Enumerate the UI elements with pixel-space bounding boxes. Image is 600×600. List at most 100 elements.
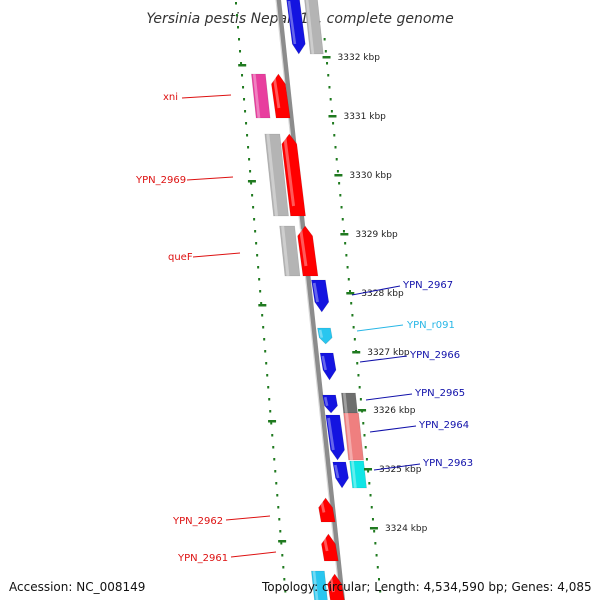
gene-label[interactable]: YPN_2967 — [402, 280, 453, 291]
inner-tick — [247, 146, 250, 149]
inner-tick — [278, 518, 281, 521]
outer-tick — [346, 266, 349, 269]
gene-label[interactable]: YPN_2969 — [135, 175, 186, 186]
gene-block-shine — [322, 536, 329, 552]
inner-tick — [236, 14, 239, 17]
leader-line — [186, 176, 234, 181]
inner-tick — [267, 386, 270, 389]
gene-block — [317, 327, 333, 345]
inner-tick — [256, 254, 259, 257]
gene-label[interactable]: YPN_2963 — [422, 458, 473, 469]
inner-tick — [240, 62, 243, 65]
inner-tick — [257, 266, 260, 269]
outer-tick — [374, 542, 377, 545]
gene-label[interactable]: xni — [163, 92, 178, 103]
leader-line — [351, 285, 401, 296]
gene-block — [311, 570, 328, 600]
outer-tick — [323, 38, 326, 41]
leader-line — [192, 252, 241, 258]
leader-line — [230, 551, 277, 558]
inner-major-tick — [238, 64, 247, 67]
outer-tick — [363, 434, 366, 437]
kbp-label: 3328 kbp — [361, 289, 404, 299]
gene-block — [325, 414, 345, 461]
outer-tick — [368, 482, 371, 485]
gene-label[interactable]: YPN_2961 — [177, 553, 228, 564]
gene-label[interactable]: queF — [168, 252, 193, 263]
inner-tick — [251, 194, 254, 197]
outer-tick — [362, 422, 365, 425]
kbp-major-tick — [340, 233, 349, 236]
outer-tick — [353, 338, 356, 341]
outer-tick — [356, 362, 359, 365]
outer-tick — [324, 50, 327, 53]
inner-tick — [271, 434, 274, 437]
outer-tick — [341, 218, 344, 221]
inner-tick — [253, 218, 256, 221]
outer-tick — [344, 242, 347, 245]
inner-major-tick — [258, 304, 267, 307]
outer-tick — [369, 494, 372, 497]
inner-major-tick — [268, 420, 277, 423]
inner-tick — [239, 50, 242, 53]
gene-block — [311, 279, 330, 313]
inner-tick — [264, 350, 267, 353]
gene-block-shine — [342, 392, 348, 414]
gene-label[interactable]: YPN_2965 — [414, 388, 465, 399]
outer-tick — [351, 314, 354, 317]
inner-tick — [275, 482, 278, 485]
inner-tick — [280, 542, 283, 545]
outer-tick — [365, 458, 368, 461]
outer-tick — [348, 290, 351, 293]
inner-tick — [238, 38, 241, 41]
gene-label[interactable]: YPN_2964 — [418, 420, 469, 431]
kbp-label: 3330 kbp — [349, 171, 392, 181]
outer-tick — [347, 278, 350, 281]
gene-block-shine — [334, 464, 340, 479]
gene-block-shine — [281, 225, 290, 277]
kbp-scale: 3332 kbp 3331 kbp 3330 kbp 3329 kbp 3328 kbp… — [322, 53, 428, 534]
kbp-label: 3332 kbp — [338, 53, 381, 63]
gene-block — [318, 497, 336, 523]
kbp-major-tick — [369, 527, 378, 530]
gene-block-shine — [321, 355, 327, 371]
gene-block — [343, 412, 364, 461]
gene-block — [271, 73, 291, 119]
inner-tick — [281, 554, 284, 557]
inner-tick — [268, 398, 271, 401]
inner-tick — [284, 590, 287, 593]
gene-block-shine — [351, 460, 357, 489]
outer-tick — [336, 170, 339, 173]
outer-tick — [326, 62, 329, 65]
kbp-major-tick — [352, 351, 361, 354]
kbp-label: 3331 kbp — [343, 112, 386, 122]
kbp-label: 3325 kbp — [379, 465, 422, 475]
inner-tick — [241, 74, 244, 77]
outer-tick — [373, 530, 376, 533]
gene-features — [251, 0, 367, 600]
gene-labels: xni YPN_2969 queF YPN_2967 YPN_r091 YPN_2966 Y… — [135, 92, 473, 564]
inner-tick — [273, 458, 276, 461]
inner-tick — [265, 362, 268, 365]
outer-tick — [377, 578, 380, 581]
gene-label[interactable]: YPN_2962 — [172, 516, 223, 527]
kbp-label: 3329 kbp — [355, 230, 398, 240]
inner-tick — [263, 338, 266, 341]
inner-tick — [243, 98, 246, 101]
inner-tick — [244, 110, 247, 113]
gene-label[interactable]: YPN_2966 — [409, 350, 460, 361]
inner-tick — [258, 278, 261, 281]
inner-tick — [242, 86, 245, 89]
outer-tick — [350, 302, 353, 305]
outer-tick — [371, 518, 374, 521]
gene-block-shine — [272, 76, 281, 109]
gene-block — [322, 394, 338, 414]
gene-label[interactable]: YPN_r091 — [406, 320, 455, 331]
leader-line — [373, 463, 421, 471]
outer-tick — [335, 158, 338, 161]
inner-tick — [246, 134, 249, 137]
gene-block-shine — [305, 0, 315, 55]
inner-tick — [270, 422, 273, 425]
inner-tick — [249, 170, 252, 173]
outer-tick — [330, 110, 333, 113]
